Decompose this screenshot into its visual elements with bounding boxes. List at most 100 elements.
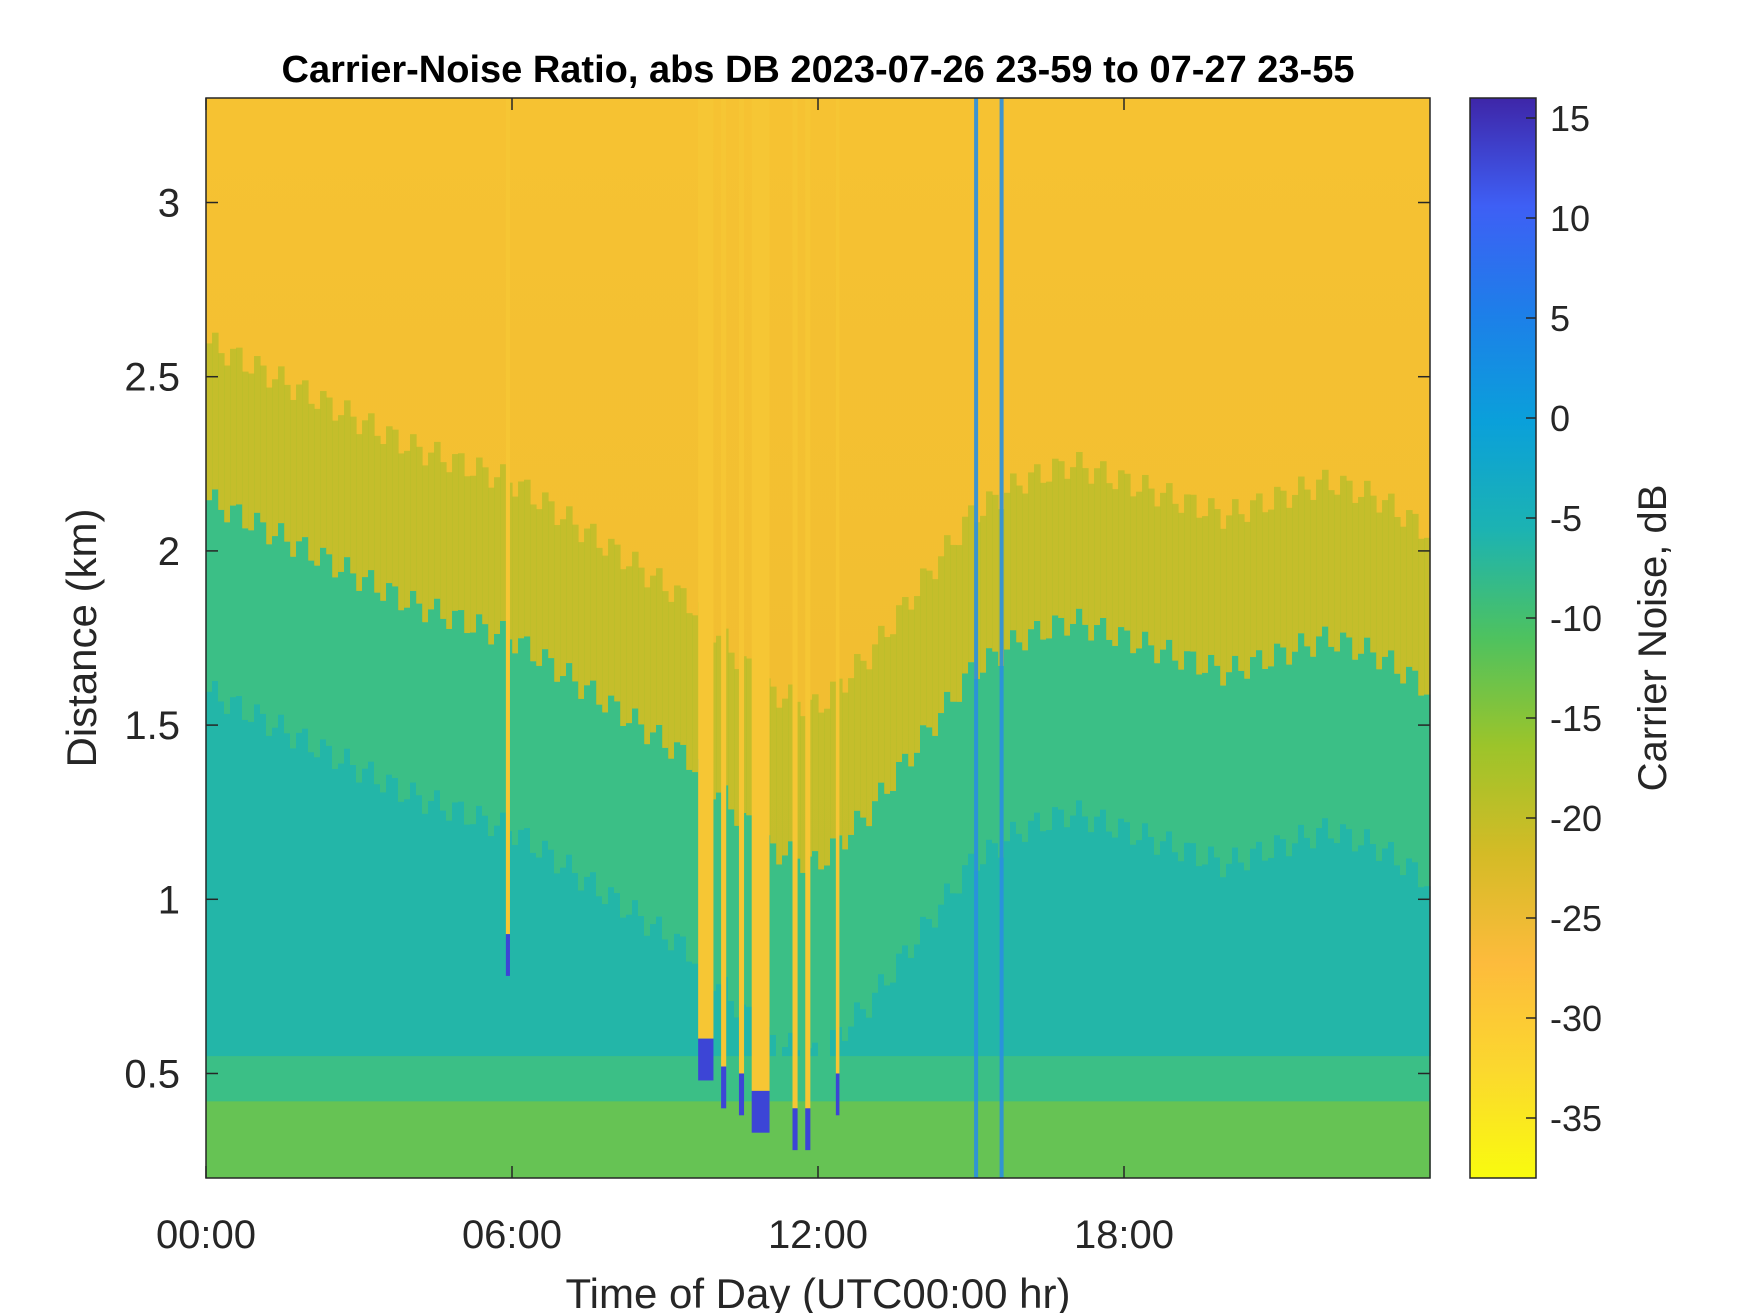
heat-cell-surface	[716, 1101, 723, 1178]
heat-cell-core	[650, 924, 657, 1057]
heat-cell-surface	[854, 1101, 861, 1178]
heat-cell-transition	[1424, 537, 1431, 695]
heat-cell-surface	[1418, 1101, 1425, 1178]
heat-cell-transition	[362, 420, 369, 578]
heat-cell-transition	[572, 524, 579, 682]
colorbar-tick-label: 5	[1550, 298, 1570, 339]
heat-cell-surface	[1388, 1101, 1395, 1178]
colorbar-tick-label: -20	[1550, 798, 1602, 839]
heat-cell-transition	[332, 420, 339, 578]
heat-cell-transition	[1010, 473, 1017, 631]
heat-cell-transition	[1046, 481, 1053, 639]
heat-cell-transition	[878, 625, 885, 783]
heat-cell-transition	[374, 435, 381, 593]
heat-cell-core	[380, 792, 387, 1057]
heat-cell-core	[884, 985, 891, 1057]
heat-cell-surface	[1358, 1101, 1365, 1178]
heat-cell-surface	[776, 1101, 783, 1178]
heat-cell-surface	[1370, 1101, 1377, 1178]
heat-cell-surface	[1046, 1101, 1053, 1178]
heat-cell-transition	[992, 494, 999, 652]
heat-cell-core	[1244, 870, 1251, 1057]
heat-cell-surface	[1424, 1101, 1431, 1178]
heat-cell-core	[1418, 887, 1425, 1057]
colorbar-gradient	[1469, 97, 1537, 1179]
heat-cell-core	[662, 939, 669, 1057]
heat-cell-surface	[440, 1101, 447, 1178]
heat-cell-core	[896, 953, 903, 1057]
heat-cell-surface	[1118, 1101, 1125, 1178]
heat-cell-transition	[218, 353, 225, 510]
heat-cell-surface	[986, 1101, 993, 1178]
heat-cell-surface	[650, 1101, 657, 1178]
heat-cell-transition	[680, 588, 687, 745]
heat-cell-transition	[1256, 493, 1263, 651]
heat-cell-surface	[1202, 1101, 1209, 1178]
heat-cell-core	[332, 769, 339, 1057]
heat-cell-transition	[1160, 492, 1167, 650]
heat-cell-surface	[392, 1101, 399, 1178]
heat-cell-transition	[686, 613, 693, 770]
rain-shaft-base	[738, 1073, 745, 1116]
heat-cell-core	[734, 1017, 741, 1057]
heat-cell-surface	[740, 1101, 747, 1178]
heat-cell-boundary-layer	[842, 849, 849, 1178]
heat-cell-surface	[416, 1101, 423, 1178]
heat-cell-core	[476, 805, 483, 1057]
heat-cell-surface	[524, 1101, 531, 1178]
heat-cell-surface	[950, 1101, 957, 1178]
heat-cell-transition	[230, 348, 237, 506]
heat-cell-surface	[1010, 1101, 1017, 1178]
heat-cell-core	[212, 681, 219, 1057]
heat-cell-core	[1172, 852, 1179, 1057]
heat-cell-core	[992, 843, 999, 1057]
heat-cell-core	[1118, 818, 1125, 1057]
heat-cell-transition	[548, 501, 555, 659]
heat-cell-transition	[1052, 458, 1059, 616]
heat-cell-surface	[470, 1101, 477, 1178]
heat-cell-surface	[968, 1101, 975, 1178]
heat-cell-core	[1292, 843, 1299, 1057]
heat-cell-surface	[1094, 1101, 1101, 1178]
colorbar-tick-label: -5	[1550, 498, 1582, 539]
heat-cell-transition	[560, 519, 567, 677]
heat-cell-core	[248, 721, 255, 1057]
y-axis-label: Distance (km)	[58, 508, 105, 767]
rain-shaft-base	[721, 1066, 727, 1109]
heat-cell-core	[284, 733, 291, 1057]
heat-cell-transition	[1286, 507, 1293, 665]
heat-cell-core	[362, 768, 369, 1057]
heat-cell-boundary-layer	[728, 809, 735, 1178]
heat-cell-surface	[1226, 1101, 1233, 1178]
heat-cell-core	[512, 844, 519, 1057]
heat-cell-transition	[1076, 452, 1083, 609]
heat-cell-surface	[1016, 1101, 1023, 1178]
heat-cell-core	[338, 763, 345, 1057]
heat-cell-surface	[356, 1101, 363, 1178]
heat-cell-transition	[626, 566, 633, 724]
heat-cell-surface	[1322, 1101, 1329, 1178]
heat-cell-transition	[1082, 468, 1089, 625]
heat-cell-core	[626, 914, 633, 1057]
heat-cell-core	[668, 950, 675, 1057]
heat-cell-core	[746, 1006, 753, 1057]
heat-cell-surface	[1034, 1101, 1041, 1178]
heat-cell-surface	[686, 1101, 693, 1178]
heat-cell-core	[830, 1030, 837, 1057]
heat-cell-transition	[1280, 490, 1287, 648]
heat-cell-transition	[578, 542, 585, 699]
rain-shaft-base	[698, 1038, 714, 1081]
heat-cell-transition	[1304, 489, 1311, 647]
heat-cell-transition	[734, 669, 741, 826]
heat-cell-transition	[1328, 490, 1335, 647]
heat-cell-transition	[950, 544, 957, 702]
heat-cell-core	[944, 883, 951, 1057]
heat-cell-core	[854, 1002, 861, 1057]
heat-cell-transition	[1190, 494, 1197, 652]
heat-cell-transition	[1178, 512, 1185, 670]
heat-cell-core	[470, 824, 477, 1057]
heat-cell-transition	[872, 644, 879, 802]
heat-cell-transition	[1364, 480, 1371, 638]
colorbar: 15 10 5 0 -5 -10 -15 -20 -25 -30 -35 Carrier Noise…	[1469, 97, 1675, 1179]
heat-cell-core	[572, 873, 579, 1057]
